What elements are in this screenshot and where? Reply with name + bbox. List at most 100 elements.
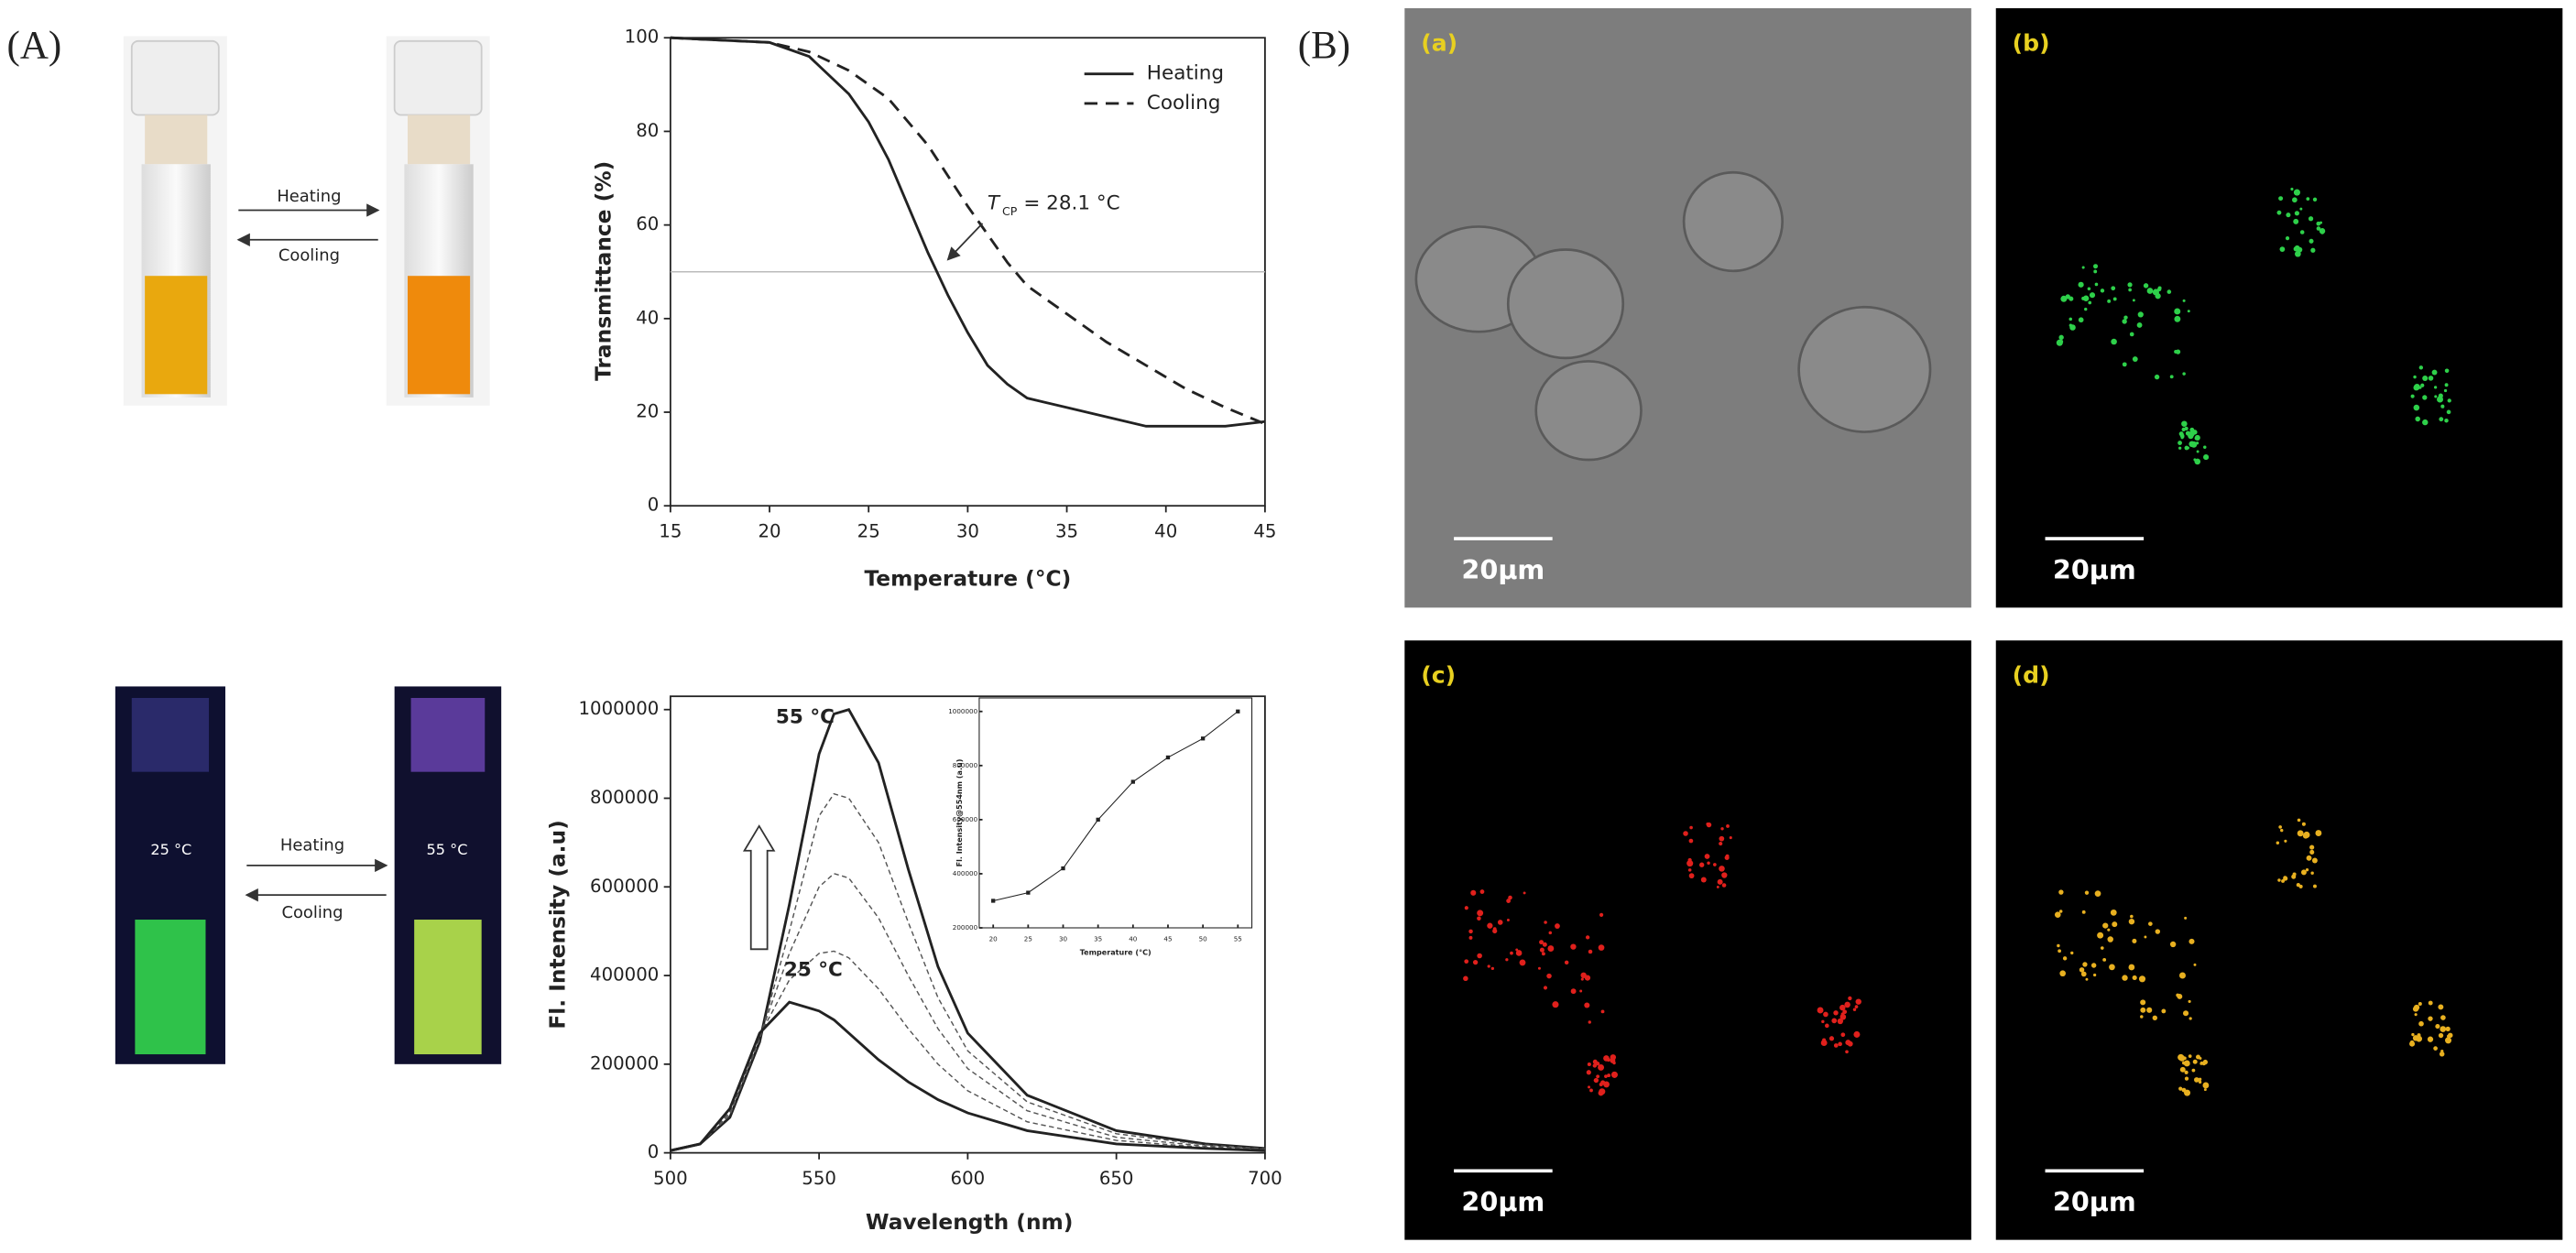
signal-dot — [2439, 417, 2444, 422]
signal-dot — [2286, 212, 2291, 218]
signal-dot — [2184, 1070, 2189, 1074]
signal-dot — [1585, 935, 1590, 940]
marker — [1026, 890, 1031, 895]
signal-dot — [2169, 375, 2174, 379]
signal-dot — [1820, 1040, 1828, 1047]
series-line — [670, 36, 1266, 426]
signal-dot — [2293, 189, 2300, 196]
signal-dot — [2413, 375, 2417, 379]
signal-dot — [2279, 246, 2286, 252]
series-line — [670, 708, 1266, 1152]
signal-dot — [1719, 842, 1723, 846]
signal-dot — [2085, 977, 2089, 981]
y-tick-label: 40 — [636, 307, 659, 328]
signal-dot — [1700, 877, 1707, 883]
signal-dot — [1588, 1085, 1591, 1089]
signal-dot — [2422, 395, 2428, 400]
signal-dot — [2178, 446, 2182, 450]
signal-dot — [2144, 935, 2147, 939]
microscopy: (a) 20μm (b) 20μm (c) 20μm (d) 20μm — [1404, 7, 2563, 1240]
signal-dot — [1720, 827, 1724, 831]
signal-dot — [2181, 427, 2186, 432]
signal-dot — [1716, 885, 1719, 888]
signal-dot — [2199, 1056, 2202, 1061]
signal-dot — [1842, 1009, 1848, 1015]
signal-dot — [2178, 441, 2182, 445]
signal-dot — [2418, 1020, 2424, 1027]
signal-dot — [2276, 210, 2282, 215]
signal-dot — [2183, 1060, 2190, 1067]
signal-dot — [2123, 315, 2128, 320]
signal-dot — [1837, 1018, 1844, 1025]
signal-dot — [1717, 878, 1723, 885]
signal-dot — [2202, 1082, 2210, 1089]
signal-dot — [2444, 418, 2449, 423]
signal-dot — [2410, 394, 2415, 398]
signal-dot — [2418, 365, 2424, 370]
legend-label: Cooling — [1147, 92, 1221, 114]
signal-dot — [1855, 998, 1861, 1005]
signal-dot — [2127, 282, 2133, 288]
signal-dot — [1539, 947, 1545, 953]
signal-dot — [2078, 281, 2084, 288]
signal-dot — [2189, 938, 2195, 944]
panel-label: (B) — [1298, 25, 1350, 68]
marker — [1096, 817, 1100, 823]
signal-dot — [1542, 942, 1547, 947]
signal-dot — [2198, 1080, 2202, 1084]
signal-dot — [1468, 929, 1473, 934]
marker — [991, 899, 996, 903]
signal-dot — [2057, 943, 2060, 948]
signal-dot — [2088, 300, 2092, 305]
signal-dot — [1719, 866, 1725, 872]
signal-dot — [2434, 395, 2438, 398]
signal-dot — [2420, 383, 2425, 387]
signal-dot — [2193, 458, 2197, 462]
signal-dot — [2303, 831, 2310, 839]
signal-dot — [1603, 1055, 1610, 1062]
signal-dot — [2069, 324, 2076, 331]
y-tick-label: 600000 — [590, 876, 659, 897]
curve-label: 25 °C — [784, 959, 843, 982]
x-tick-label: 40 — [1129, 935, 1138, 943]
signal-dot — [2065, 294, 2070, 300]
signal-dot — [1721, 872, 1728, 878]
vial-label: 55 °C — [427, 841, 468, 858]
signal-dot — [2308, 216, 2314, 222]
signal-dot — [2059, 340, 2064, 343]
annotation: T — [988, 191, 1001, 214]
signal-dot — [1570, 943, 1577, 950]
signal-dot — [2280, 828, 2284, 833]
signal-dot — [2130, 914, 2134, 919]
signal-dot — [2182, 372, 2186, 376]
signal-dot — [2112, 297, 2117, 301]
signal-dot — [2316, 226, 2321, 231]
signal-dot — [1523, 891, 1526, 895]
signal-dot — [1707, 861, 1710, 866]
signal-dot — [2299, 207, 2303, 211]
signal-dot — [1468, 935, 1473, 940]
signal-dot — [1580, 972, 1587, 978]
signal-dot — [2080, 971, 2087, 977]
signal-dot — [2179, 1066, 2186, 1073]
series-line — [670, 36, 1266, 428]
signal-dot — [2189, 430, 2196, 437]
signal-dot — [2291, 874, 2297, 879]
signal-dot — [1721, 883, 1727, 888]
x-tick-label: 35 — [1055, 520, 1078, 541]
signal-dot — [2300, 869, 2307, 876]
y-tick-label: 0 — [648, 495, 660, 516]
signal-dot — [1838, 1041, 1842, 1047]
signal-dot — [1589, 1088, 1593, 1093]
y-tick-label: 200000 — [953, 923, 978, 932]
signal-dot — [2068, 317, 2073, 321]
signal-dot — [1845, 1040, 1851, 1046]
signal-dot — [1599, 1083, 1603, 1087]
marker — [1165, 755, 1171, 760]
signal-dot — [2438, 1004, 2444, 1010]
signal-dot — [2435, 1024, 2440, 1030]
signal-dot — [2102, 957, 2107, 962]
signal-dot — [1825, 1023, 1829, 1029]
photo-bottom: Heating Cooling 25 °C 55 °C — [115, 686, 502, 1064]
signal-dot — [2296, 882, 2300, 888]
